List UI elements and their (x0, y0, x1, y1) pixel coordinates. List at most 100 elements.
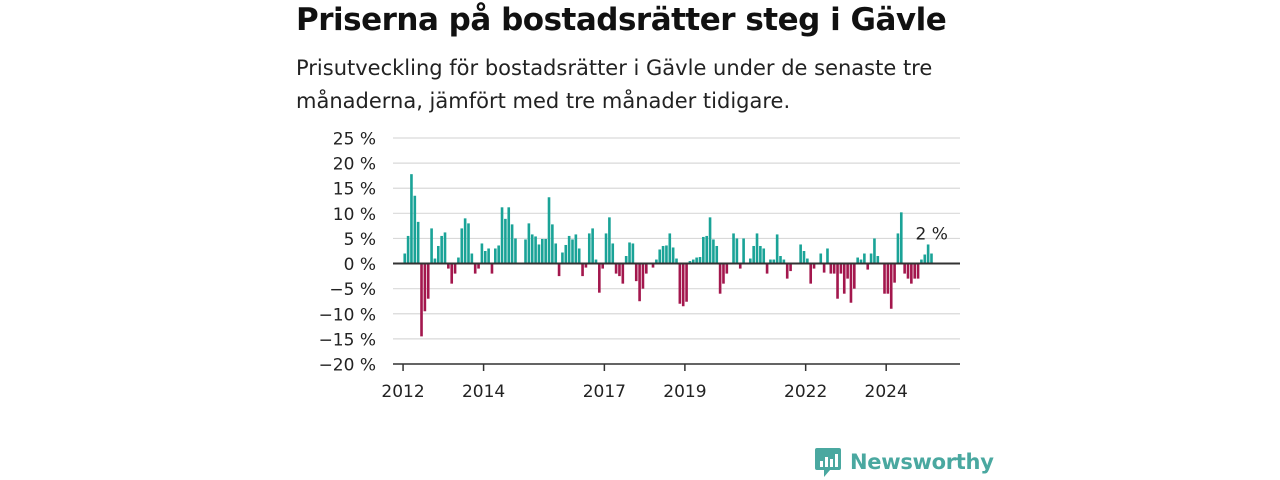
bar (799, 244, 802, 264)
bar (614, 263, 618, 274)
bar (413, 195, 417, 264)
bar (889, 263, 893, 309)
x-tick-label: 2022 (784, 382, 827, 402)
bar (742, 238, 745, 264)
bar (460, 228, 464, 264)
bar (842, 263, 846, 294)
chart-subtitle: Prisutveckling för bostadsrätter i Gävle… (296, 56, 933, 113)
bar (611, 243, 615, 264)
bar (621, 263, 625, 284)
bar (608, 217, 611, 264)
bar (524, 239, 527, 264)
bar (886, 263, 890, 294)
bar (658, 249, 662, 264)
bar (551, 224, 554, 264)
bar (638, 263, 641, 302)
bar (500, 207, 504, 264)
bar (705, 235, 709, 264)
bar (473, 263, 477, 274)
bar (561, 252, 564, 264)
bar (594, 259, 598, 264)
bar (527, 223, 531, 264)
bar (772, 259, 776, 264)
bar (903, 263, 906, 274)
bar (869, 253, 873, 264)
bar (695, 257, 698, 264)
bar (779, 256, 782, 264)
y-tick-label: −5 % (329, 280, 376, 300)
bar (926, 244, 930, 264)
bar (883, 263, 886, 294)
bar (447, 263, 450, 269)
bar (829, 263, 833, 274)
bar (557, 263, 561, 277)
bar (732, 233, 735, 264)
bar (624, 256, 628, 264)
bar (487, 248, 490, 264)
bar (457, 257, 460, 264)
bar (715, 245, 719, 264)
bar (665, 245, 668, 264)
bar (540, 238, 544, 264)
bar (678, 263, 682, 304)
bar (641, 263, 645, 289)
bar (601, 263, 604, 269)
y-tick-label: 5 % (344, 230, 376, 250)
bar (571, 239, 574, 264)
data-bars (403, 174, 933, 337)
bar (789, 263, 792, 272)
bar (785, 263, 789, 279)
bar (443, 232, 447, 264)
bar (463, 218, 467, 264)
x-tick-label: 2014 (462, 382, 505, 402)
y-tick-label: −15 % (319, 330, 376, 350)
bar (453, 263, 457, 274)
last-value-label: 2 % (915, 225, 947, 245)
bar (440, 235, 443, 264)
axes (393, 262, 960, 371)
y-tick-label: 10 % (333, 205, 376, 225)
bar (836, 263, 839, 299)
bar (688, 261, 692, 264)
bar (634, 263, 638, 282)
newsworthy-logo-icon (815, 448, 841, 477)
x-tick-label: 2019 (663, 382, 706, 402)
bar (604, 233, 608, 264)
bar (544, 238, 547, 264)
bar (856, 257, 859, 264)
bar (514, 238, 517, 264)
bar (581, 263, 584, 277)
bar (494, 248, 497, 264)
bar (735, 238, 739, 264)
bar (906, 263, 910, 279)
bar (846, 263, 849, 279)
bar (849, 263, 853, 303)
bar (668, 233, 672, 264)
bar (591, 228, 594, 264)
bar (587, 233, 591, 264)
y-axis-labels: −20 % −15 % −10 % −5 % 0 % 5 % 10 % 15 % 20 % 25 … (319, 130, 376, 376)
bar (671, 247, 675, 264)
bar (433, 258, 437, 264)
x-tick-label: 2017 (583, 382, 626, 402)
bar (802, 251, 806, 264)
bar (698, 257, 702, 264)
y-tick-label: 15 % (333, 180, 376, 200)
bar (822, 263, 826, 273)
bar (530, 234, 534, 264)
y-tick-label: 25 % (333, 130, 376, 150)
bar (923, 254, 927, 264)
bar (480, 243, 484, 264)
bar (685, 263, 688, 302)
bar (859, 259, 863, 264)
bar (749, 258, 752, 264)
y-tick-label: −20 % (319, 356, 376, 376)
bar (863, 253, 866, 264)
bar (681, 263, 685, 307)
bar (644, 263, 648, 274)
bar (477, 263, 480, 269)
bar (651, 263, 655, 268)
bar (675, 258, 678, 264)
newsworthy-logo: Newsworthy (814, 446, 994, 478)
